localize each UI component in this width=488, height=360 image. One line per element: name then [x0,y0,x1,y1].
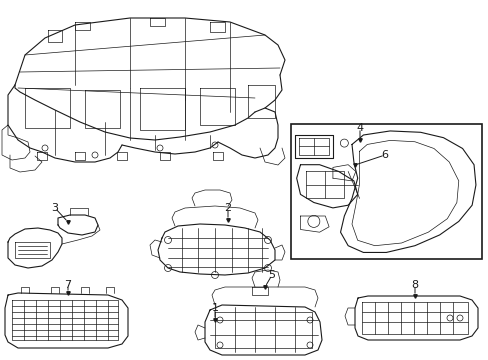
Text: 1: 1 [211,303,218,313]
Text: 2: 2 [224,203,231,213]
Text: 6: 6 [381,150,387,160]
Text: 4: 4 [356,123,363,133]
Text: 3: 3 [51,203,59,213]
Text: 5: 5 [268,270,275,280]
Bar [290,124,481,259]
Text: 8: 8 [410,280,418,290]
Text: 7: 7 [64,280,71,290]
